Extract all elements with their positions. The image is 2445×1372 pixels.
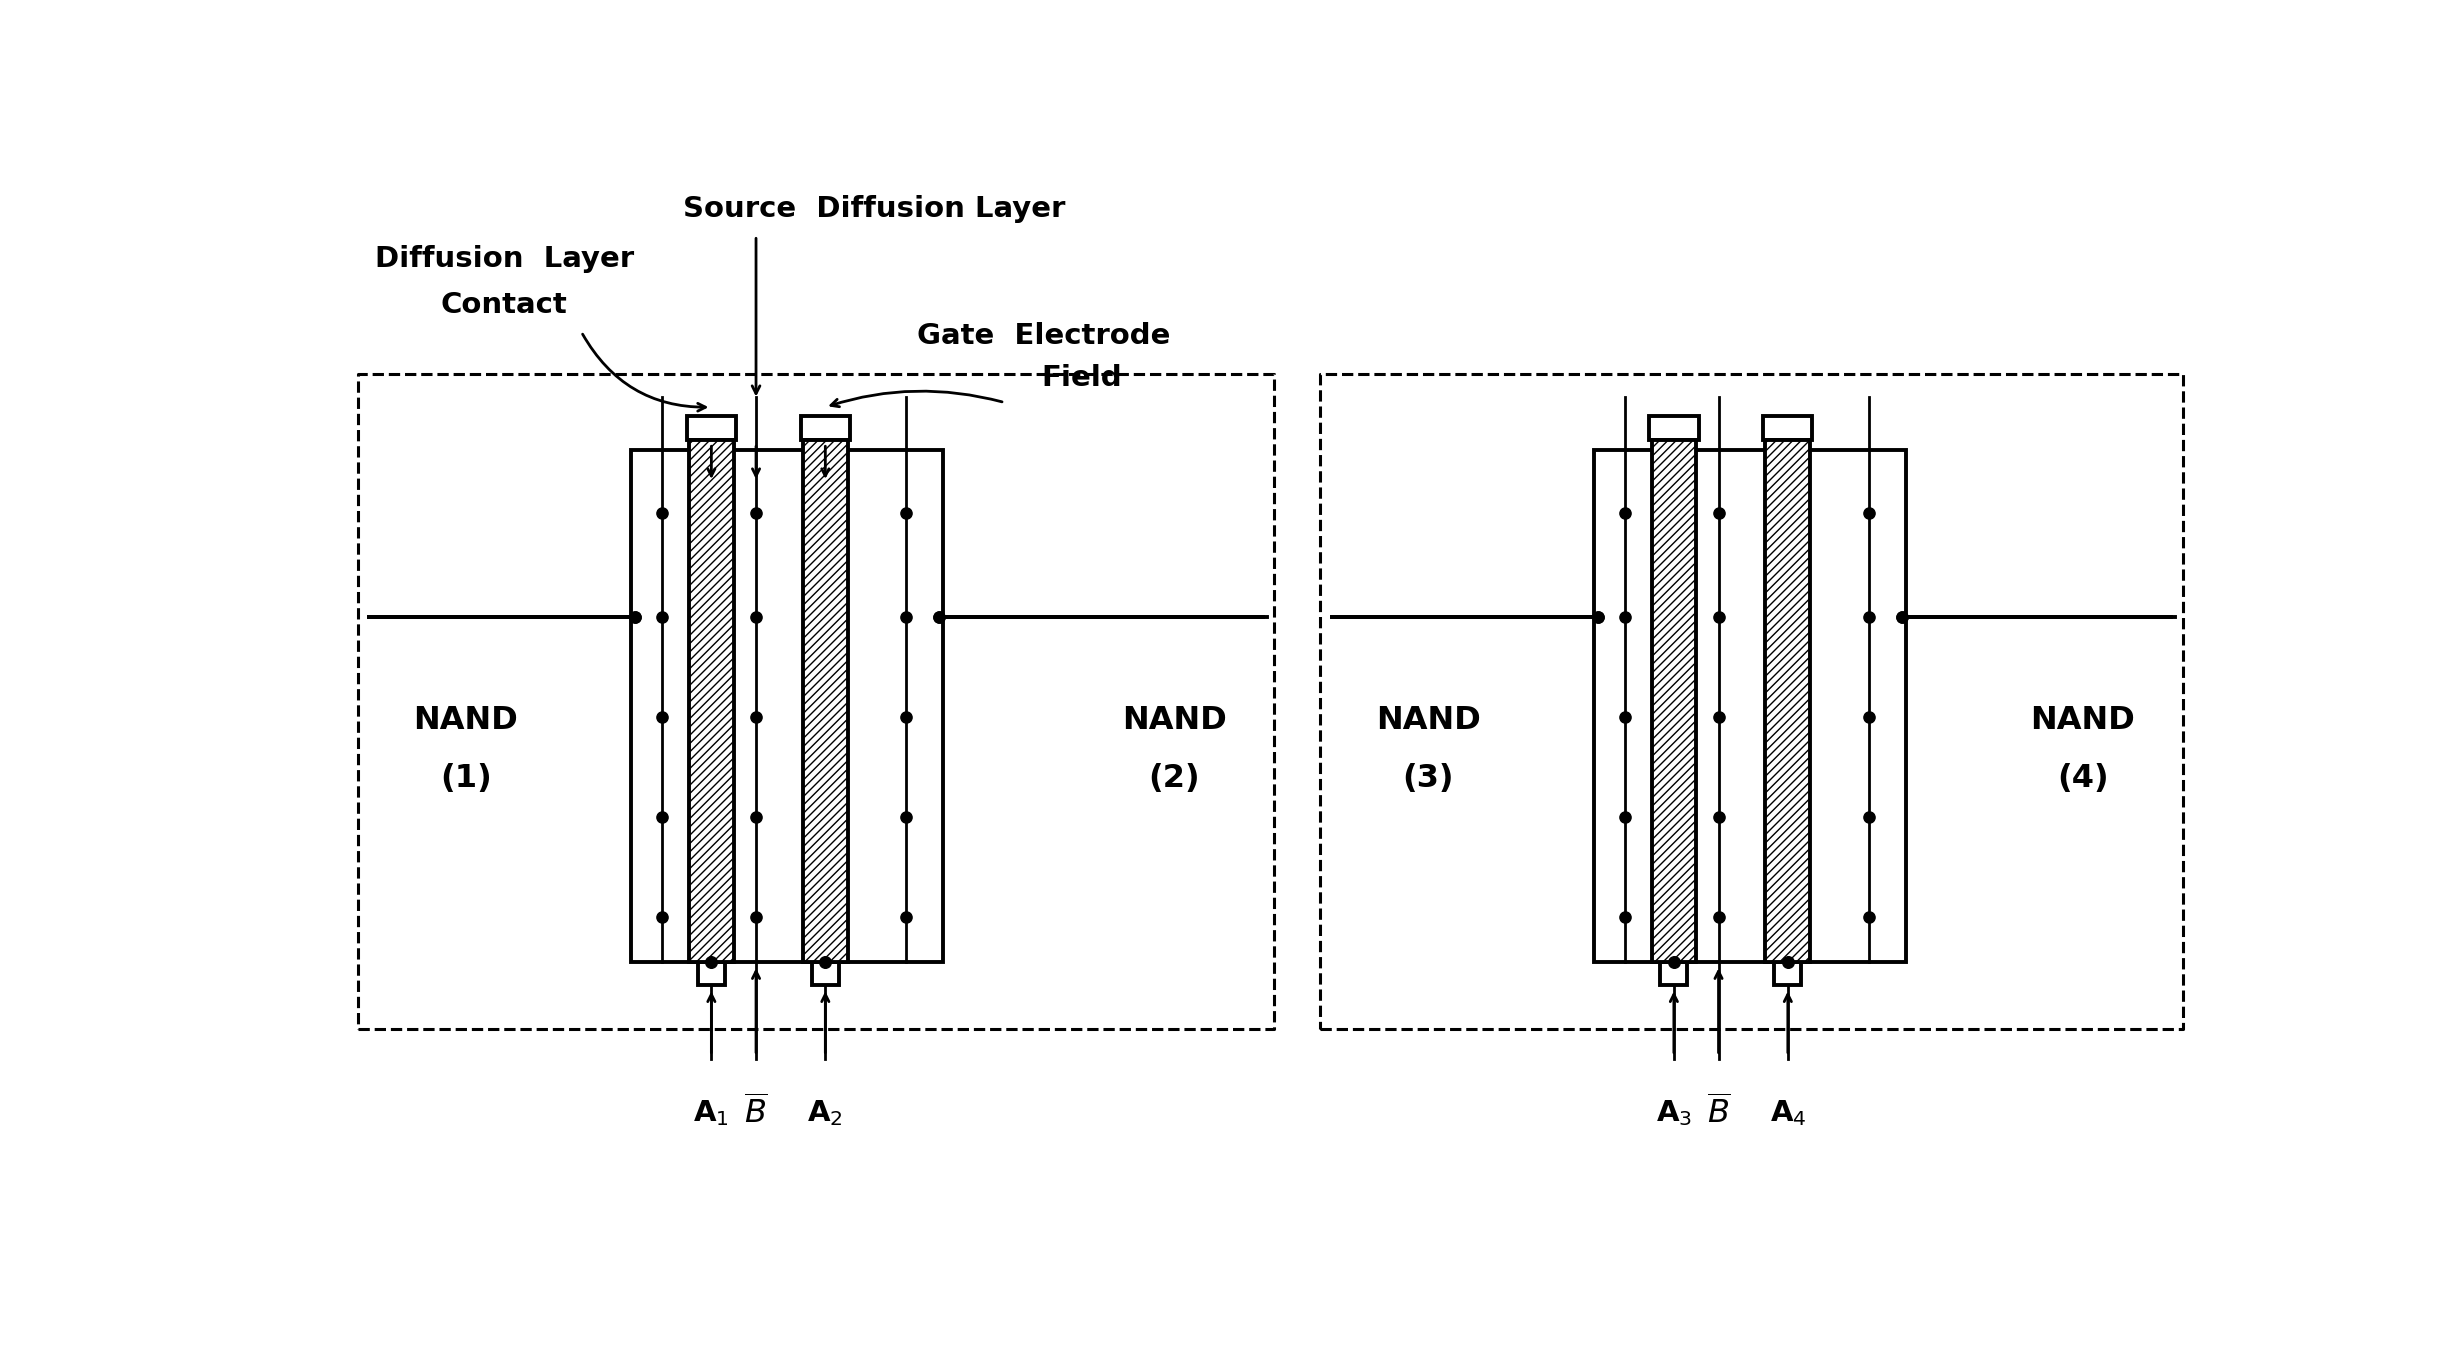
Bar <box>800 417 851 439</box>
Point <box>1848 805 1888 827</box>
Text: A$_4$: A$_4$ <box>1770 1099 1807 1128</box>
Text: Source  Diffusion Layer: Source Diffusion Layer <box>682 195 1066 222</box>
Point <box>1699 805 1738 827</box>
Point <box>1604 605 1643 627</box>
Point <box>643 705 682 727</box>
Text: $\overline{B}$: $\overline{B}$ <box>743 1096 768 1131</box>
Bar <box>1660 962 1687 985</box>
Point <box>1848 502 1888 524</box>
Point <box>919 605 958 627</box>
Point <box>736 605 775 627</box>
Bar <box>812 962 839 985</box>
Point <box>1604 502 1643 524</box>
Text: Contact: Contact <box>440 291 567 318</box>
Text: Diffusion  Layer: Diffusion Layer <box>374 244 633 273</box>
Bar <box>697 962 724 985</box>
Point <box>1604 705 1643 727</box>
Point <box>736 705 775 727</box>
Bar <box>631 450 944 962</box>
Point <box>888 705 927 727</box>
Point <box>1604 906 1643 927</box>
Point <box>1883 605 1922 627</box>
Text: NAND: NAND <box>1122 705 1227 737</box>
Point <box>1604 805 1643 827</box>
Point <box>692 951 731 973</box>
Point <box>736 906 775 927</box>
Bar <box>687 417 736 439</box>
Point <box>736 805 775 827</box>
Point <box>888 605 927 627</box>
Text: Field: Field <box>1042 364 1122 392</box>
Point <box>643 502 682 524</box>
Bar <box>802 439 848 962</box>
Point <box>1699 605 1738 627</box>
Point <box>643 805 682 827</box>
Text: NAND: NAND <box>2029 705 2134 737</box>
Point <box>1848 705 1888 727</box>
Point <box>643 605 682 627</box>
Point <box>1699 705 1738 727</box>
Point <box>1577 605 1616 627</box>
Bar <box>1650 439 1697 962</box>
Text: A$_3$: A$_3$ <box>1655 1099 1692 1128</box>
Text: A$_2$: A$_2$ <box>807 1099 844 1128</box>
Point <box>616 605 655 627</box>
Text: A$_1$: A$_1$ <box>694 1099 729 1128</box>
Point <box>1848 605 1888 627</box>
Bar <box>689 439 733 962</box>
Bar <box>1765 439 1809 962</box>
Text: (3): (3) <box>1403 763 1455 794</box>
Text: (1): (1) <box>440 763 491 794</box>
Point <box>888 906 927 927</box>
Point <box>736 502 775 524</box>
Text: (4): (4) <box>2056 763 2108 794</box>
Point <box>643 906 682 927</box>
Point <box>1577 605 1616 627</box>
Bar <box>1594 450 1905 962</box>
Point <box>1699 502 1738 524</box>
Point <box>1768 951 1807 973</box>
Bar <box>1650 417 1699 439</box>
Text: Gate  Electrode: Gate Electrode <box>917 321 1169 350</box>
Point <box>1699 906 1738 927</box>
Bar <box>1775 962 1802 985</box>
Bar <box>1763 417 1812 439</box>
Point <box>1883 605 1922 627</box>
Text: (2): (2) <box>1149 763 1200 794</box>
Point <box>888 805 927 827</box>
Point <box>888 502 927 524</box>
Text: NAND: NAND <box>1377 705 1482 737</box>
Text: NAND: NAND <box>413 705 518 737</box>
Text: $\overline{B}$: $\overline{B}$ <box>1707 1096 1731 1131</box>
Point <box>807 951 846 973</box>
Point <box>1655 951 1694 973</box>
Point <box>616 605 655 627</box>
Point <box>919 605 958 627</box>
Point <box>1848 906 1888 927</box>
